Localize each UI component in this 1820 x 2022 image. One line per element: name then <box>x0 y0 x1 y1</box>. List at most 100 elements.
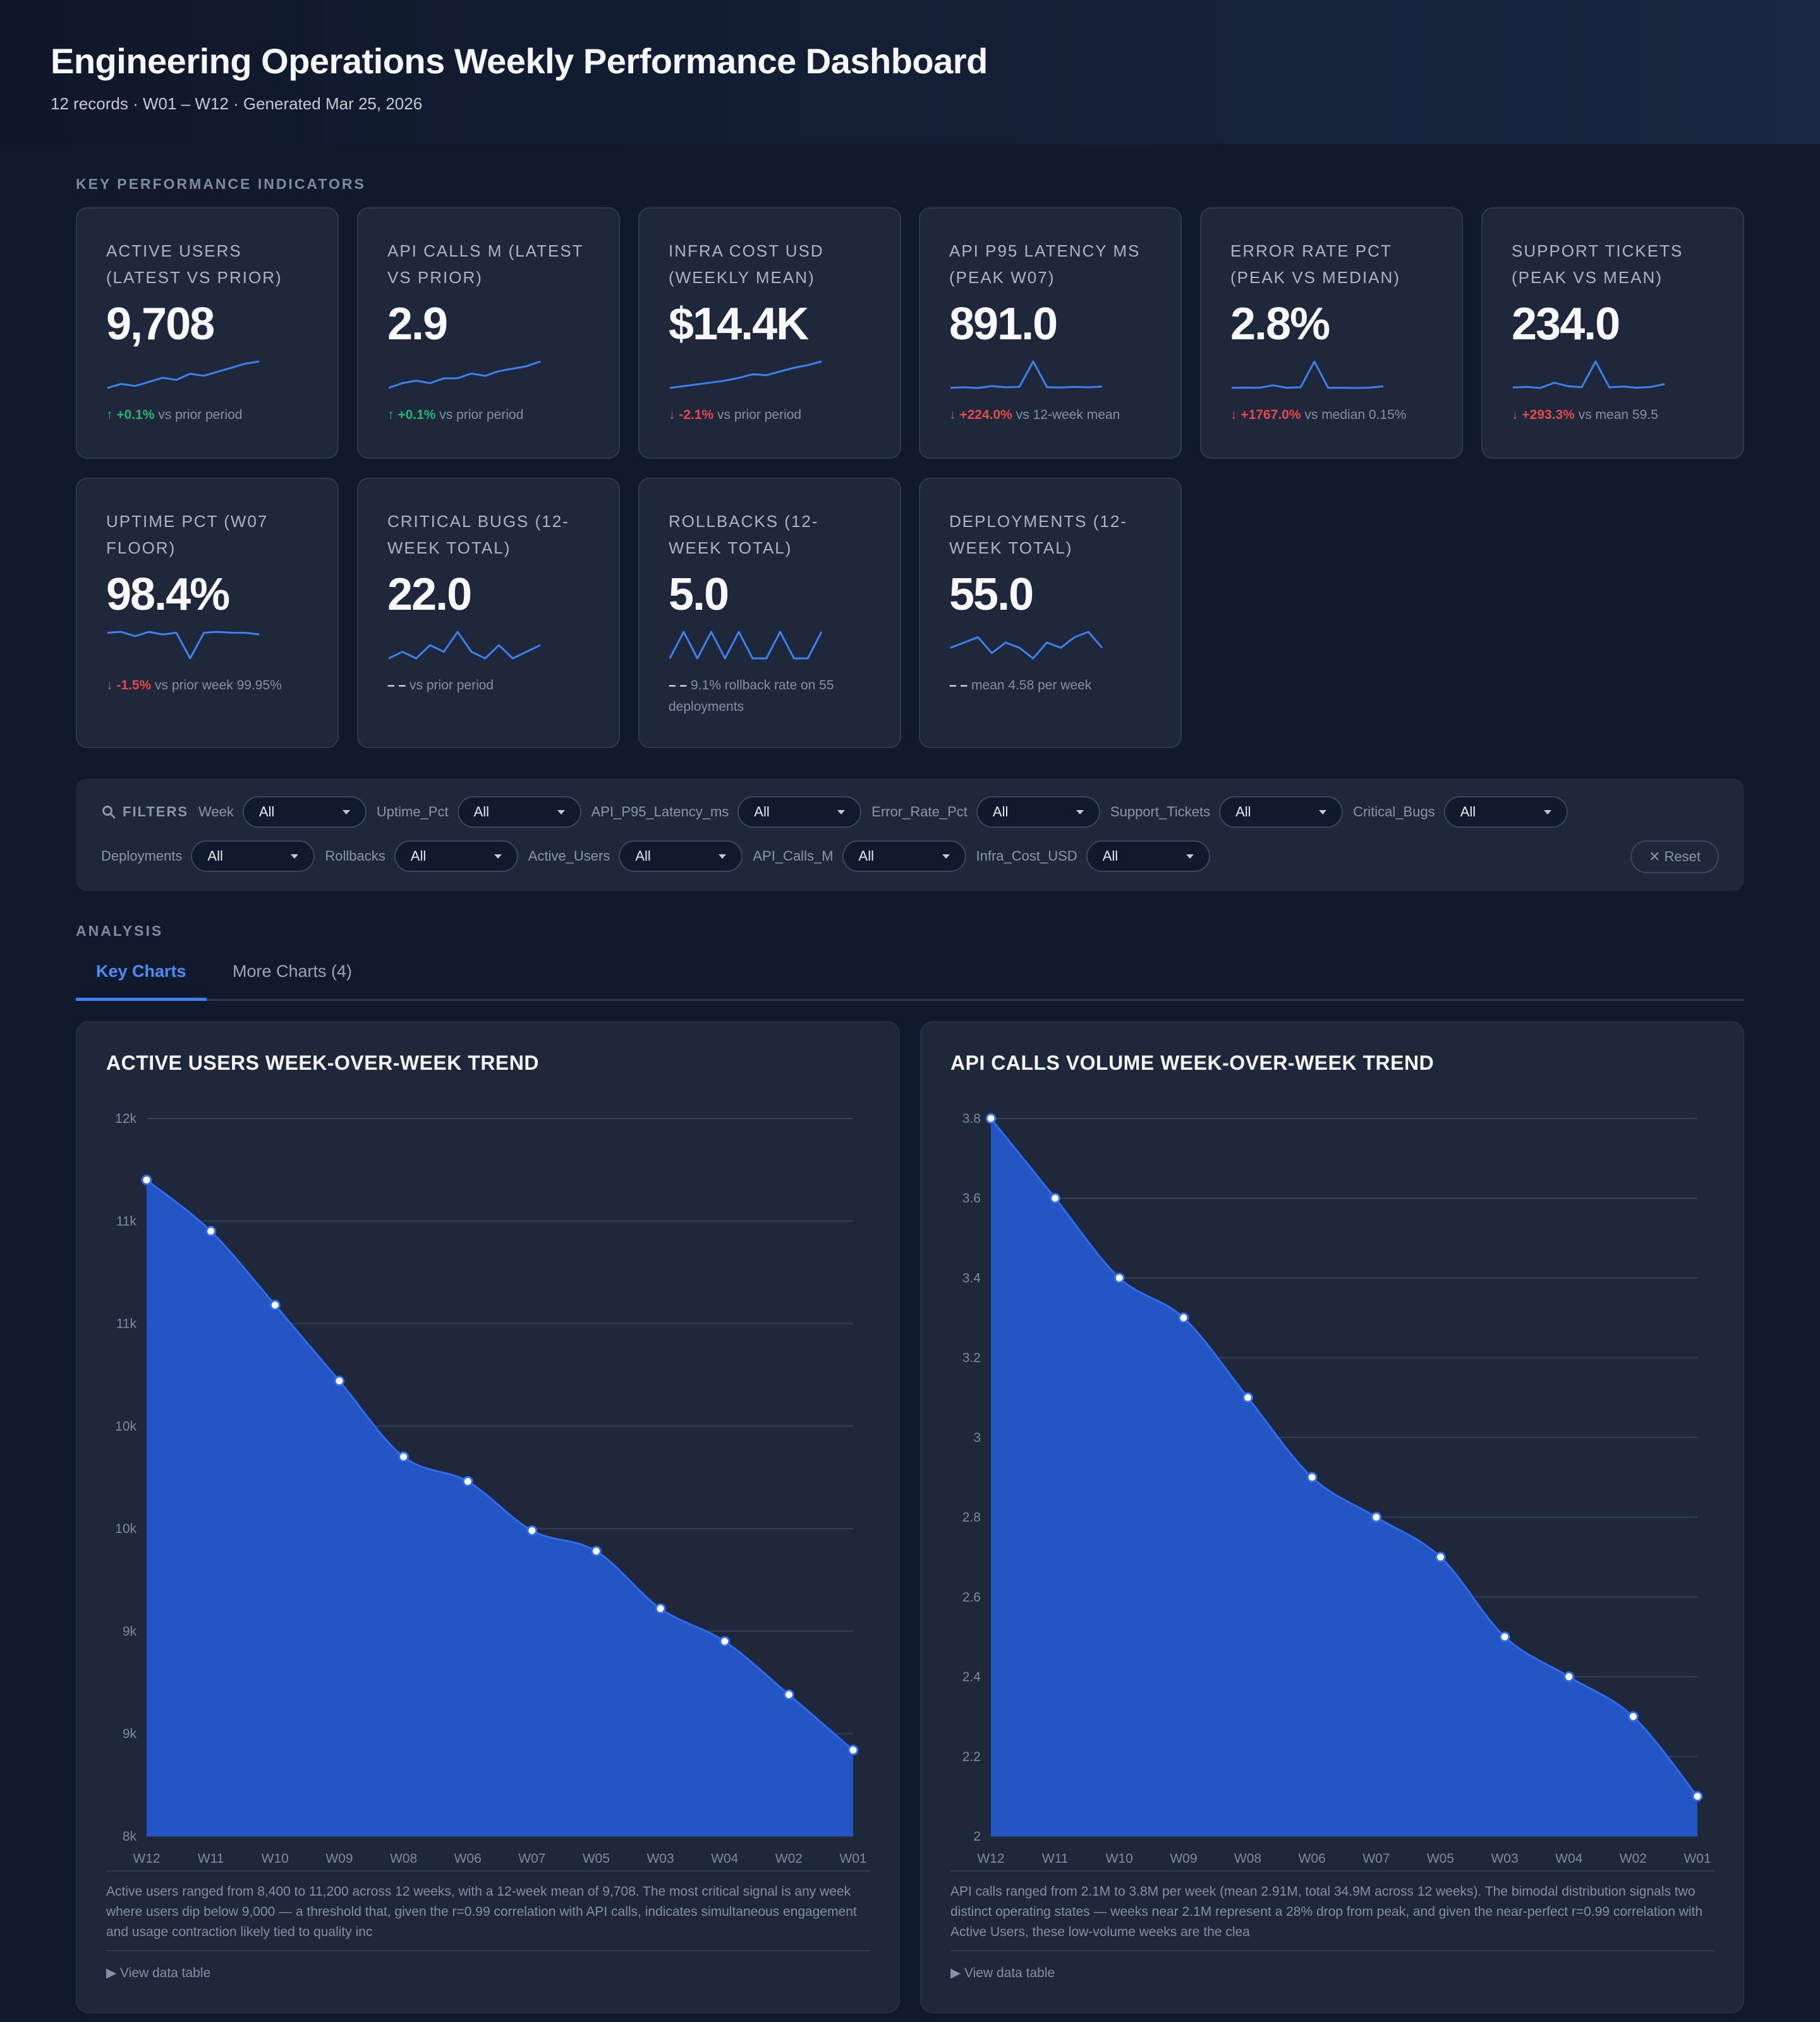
x-tick-label: W09 <box>325 1851 353 1866</box>
y-tick-label: 10k <box>115 1419 136 1434</box>
chevron-down-icon <box>837 809 846 814</box>
data-point <box>1499 1631 1510 1642</box>
kpi-value: 2.8% <box>1230 299 1330 349</box>
filter-select[interactable]: All <box>737 796 862 828</box>
filter-value: All <box>858 848 874 864</box>
dashboard-header: Engineering Operations Weekly Performanc… <box>0 0 1820 144</box>
kpi-delta-note: vs prior period <box>158 408 243 422</box>
y-tick-label: 3.6 <box>962 1191 981 1206</box>
chart-title: ACTIVE USERS WEEK-OVER-WEEK TREND <box>106 1051 539 1074</box>
series-line <box>990 1118 1699 1797</box>
kpi-sparkline <box>950 631 1103 660</box>
data-point <box>141 1174 152 1185</box>
data-point <box>1050 1192 1061 1204</box>
filter-select[interactable]: All <box>457 796 581 828</box>
kpi-delta: ↑ +0.1% vs prior period <box>106 404 308 426</box>
y-tick-label: 3.4 <box>962 1271 981 1285</box>
page-title: Engineering Operations Weekly Performanc… <box>51 41 988 81</box>
kpi-card: DEPLOYMENTS (12-WEEK TOTAL) 55.0 – – mean … <box>919 478 1182 748</box>
x-tick-label: W12 <box>133 1851 160 1866</box>
kpi-delta-note: vs prior week 99.95% <box>155 678 282 693</box>
reset-filters-button[interactable]: ✕ Reset <box>1630 840 1719 873</box>
filter-select[interactable]: All <box>842 840 966 872</box>
area-fill <box>991 1118 1697 1836</box>
filter-value: All <box>1235 804 1251 820</box>
filter-select[interactable]: All <box>619 840 743 872</box>
x-tick-label: W01 <box>839 1851 866 1866</box>
sparkline-path <box>107 360 260 389</box>
kpi-label: ROLLBACKS (12-WEEK TOTAL) <box>669 512 819 557</box>
kpi-sparkline <box>669 360 822 389</box>
tab-more-charts[interactable]: More Charts (4) <box>233 962 353 981</box>
data-point <box>462 1475 473 1487</box>
trend-arrow-icon: – – <box>949 678 968 693</box>
view-data-table-toggle[interactable]: ▶ View data table <box>950 1950 1715 1981</box>
kpi-delta-pct: -1.5% <box>116 678 152 693</box>
data-point <box>1178 1312 1189 1324</box>
y-tick-label: 8k <box>123 1829 137 1844</box>
kpi-delta-note: mean 4.58 per week <box>971 678 1092 693</box>
kpi-label: ACTIVE USERS (LATEST VS PRIOR) <box>106 241 282 287</box>
x-tick-label: W04 <box>711 1851 739 1866</box>
kpi-value: 2.9 <box>387 299 448 349</box>
data-point <box>1113 1272 1125 1283</box>
kpi-delta-pct: +0.1% <box>116 408 155 422</box>
chart-title: API CALLS VOLUME WEEK-OVER-WEEK TREND <box>950 1051 1435 1074</box>
trend-arrow-icon: – – <box>669 678 688 693</box>
filter-select[interactable]: All <box>1086 840 1210 872</box>
tab-key-charts[interactable]: Key Charts <box>76 962 207 1001</box>
view-data-table-toggle[interactable]: ▶ View data table <box>106 1950 871 1981</box>
kpi-delta: – – 9.1% rollback rate on 55 deployments <box>669 675 871 718</box>
chevron-down-icon <box>1543 809 1551 814</box>
active-users-area-chart: 8k 9k 9k 10k 10k 11k 11k 12k W12 W11 W10 W09 W08 W06 W… <box>115 1111 866 1866</box>
x-tick-label: W04 <box>1555 1851 1583 1866</box>
y-tick-label: 11k <box>116 1317 137 1331</box>
filter-label: Error_Rate_Pct <box>871 804 968 820</box>
page-subtitle: 12 records · W01 – W12 · Generated Mar 2… <box>51 94 423 113</box>
kpi-value: 234.0 <box>1512 299 1620 349</box>
filters-panel: FILTERS Week All Uptime_Pct All API_P95_Late… <box>76 778 1744 891</box>
chevron-down-icon <box>494 854 502 859</box>
kpi-card: API P95 LATENCY MS (PEAK W07) 891.0 ↓ +224… <box>919 207 1182 459</box>
analysis-tabs: Key Charts More Charts (4) <box>76 953 1744 1001</box>
data-point <box>847 1745 859 1756</box>
filter-label: Support_Tickets <box>1110 804 1211 820</box>
data-point <box>719 1636 731 1647</box>
filter-value: All <box>473 804 490 820</box>
chevron-down-icon <box>557 809 565 814</box>
data-point <box>1306 1472 1318 1483</box>
filter-value: All <box>207 848 223 864</box>
filter-select[interactable]: All <box>191 840 315 872</box>
series-line <box>146 1179 854 1751</box>
data-point <box>1435 1551 1446 1563</box>
y-tick-label: 2.6 <box>962 1590 981 1604</box>
data-point <box>1371 1511 1382 1523</box>
chevron-down-icon <box>942 854 950 859</box>
kpi-delta: ↓ -1.5% vs prior week 99.95% <box>106 675 308 696</box>
kpi-label: DEPLOYMENTS (12-WEEK TOTAL) <box>949 512 1127 557</box>
x-tick-label: W10 <box>1106 1851 1133 1866</box>
kpi-delta-note: vs mean 59.5 <box>1578 408 1658 422</box>
data-point <box>1627 1711 1639 1722</box>
kpi-card: INFRA COST USD (WEEKLY MEAN) $14.4K ↓ -2.1… <box>638 207 901 459</box>
kpi-delta: ↑ +0.1% vs prior period <box>387 404 590 426</box>
kpi-delta-note: vs 12-week mean <box>1016 408 1120 422</box>
chevron-down-icon <box>719 854 727 859</box>
filter-select[interactable]: All <box>976 796 1100 828</box>
kpi-sparkline <box>107 360 260 389</box>
kpi-delta: ↓ +224.0% vs 12-week mean <box>949 404 1151 426</box>
kpi-delta: – – vs prior period <box>387 675 590 696</box>
filter-select[interactable]: All <box>1443 796 1568 828</box>
y-tick-label: 2 <box>973 1829 981 1844</box>
kpi-value: 98.4% <box>106 569 230 620</box>
filter-value: All <box>754 804 770 820</box>
y-tick-label: 10k <box>115 1522 136 1536</box>
filter-select[interactable]: All <box>1219 796 1344 828</box>
filters-row-1: FILTERS Week All Uptime_Pct All API_P95_Late… <box>101 796 1578 828</box>
filter-select[interactable]: All <box>394 840 518 872</box>
kpi-sparkline <box>1231 360 1384 389</box>
filter-value: All <box>1460 804 1476 820</box>
filter-select[interactable]: All <box>242 796 367 828</box>
x-tick-label: W09 <box>1170 1851 1197 1866</box>
kpi-sparkline <box>107 631 260 660</box>
